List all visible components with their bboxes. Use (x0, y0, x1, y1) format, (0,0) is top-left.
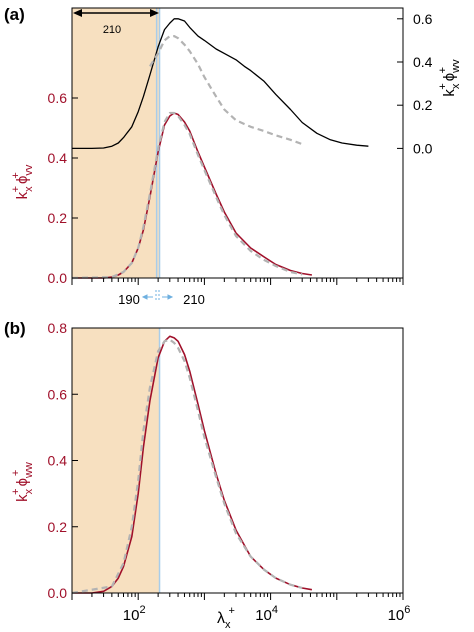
series-line-a-1-solid-red (72, 112, 313, 279)
series-line-a-4-dashed-gray (148, 35, 303, 146)
left-axis-ticks-b: 0.0 0.2 0.4 0.6 0.8 (48, 320, 78, 601)
width-arrow (73, 9, 159, 17)
x-tick-label: 106 (388, 604, 411, 624)
right-tick-label: 0.4 (413, 54, 433, 70)
left-tick-label: 0.4 (48, 453, 68, 469)
x-tick-label: 104 (255, 604, 278, 624)
bottom-axis-ticks-a (71, 278, 404, 285)
right-tick-label: 0.2 (413, 97, 433, 113)
annotation-210: 210 (183, 292, 205, 307)
left-tick-label: 0.0 (48, 270, 68, 286)
x-axis-label: λx+ (217, 605, 235, 631)
annotation-190: 190 (118, 292, 140, 307)
panel-b: 0.0 0.2 0.4 0.6 0.8 102 104 106 (b) kx+ϕww+ λx… (4, 319, 410, 631)
arrow-label: 210 (103, 24, 121, 36)
series-group-b (71, 335, 313, 595)
small-blue-arrows (141, 290, 174, 300)
shaded-region-a (72, 8, 160, 278)
left-tick-label: 0.2 (48, 210, 68, 226)
series-line-a-3-solid-black (72, 18, 369, 150)
left-tick-label: 0.4 (48, 150, 68, 166)
left-tick-label: 0.6 (48, 90, 68, 106)
left-tick-label: 0.6 (48, 386, 68, 402)
left-tick-label: 0.8 (48, 320, 68, 336)
left-axis-ticks-a: 0.0 0.2 0.4 0.6 (48, 90, 78, 286)
series-line-a-2-dashed-gray (71, 111, 303, 280)
shaded-region-b (72, 328, 160, 593)
right-axis-label-a: kx+ϕwv+ (437, 59, 462, 97)
left-tick-label: 0.2 (48, 519, 68, 535)
series-line-b-2-dashed-gray (71, 338, 303, 595)
left-axis-label-b: kx+ϕww+ (10, 462, 35, 502)
bottom-axis-ticks-b: 102 104 106 (71, 593, 411, 624)
panel-label-b: (b) (4, 319, 26, 338)
plot-frame-a (71, 7, 404, 279)
panel-label-a: (a) (4, 5, 25, 24)
right-axis-ticks-a: 0.0 0.2 0.4 0.6 (397, 11, 433, 156)
right-tick-label: 0.0 (413, 140, 433, 156)
series-group-a (71, 18, 369, 280)
right-tick-label: 0.6 (413, 11, 433, 27)
x-tick-label: 102 (123, 604, 146, 624)
left-axis-label-a: kx+ϕvv+ (10, 164, 35, 199)
left-tick-label: 0.0 (48, 585, 68, 601)
panel-a: 0.0 0.2 0.4 0.6 0.0 0.2 0.4 0.6 (a) 210 kx+ϕvv… (4, 5, 462, 307)
